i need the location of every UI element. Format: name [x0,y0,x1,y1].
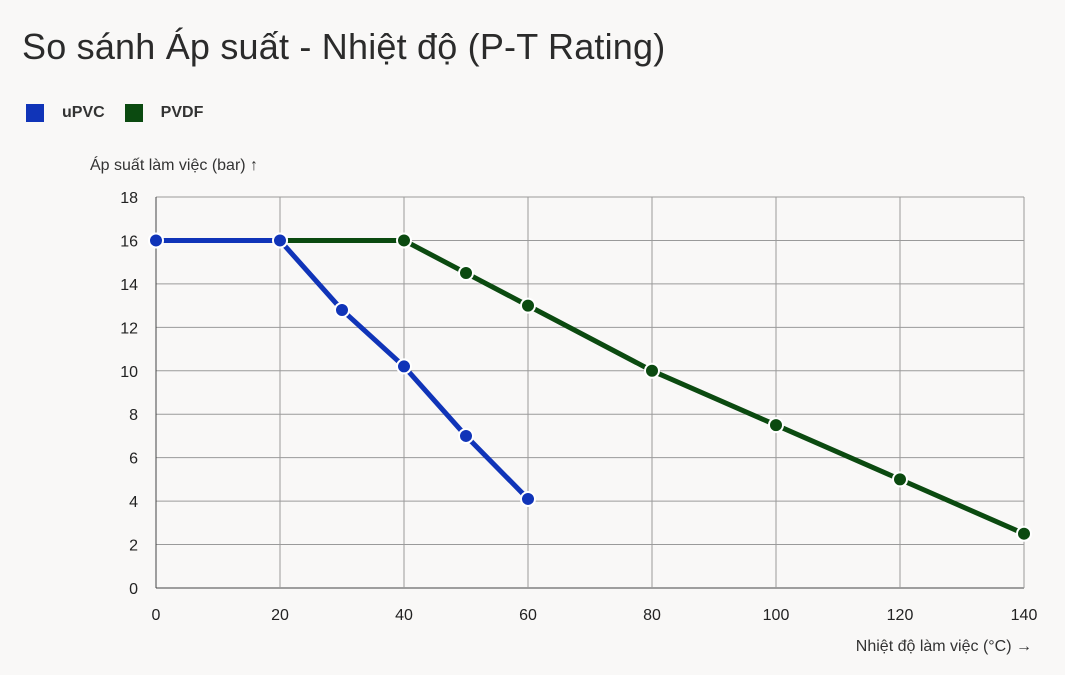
y-tick-label: 4 [129,494,138,511]
y-tick-label: 2 [129,538,138,555]
y-tick-label: 10 [120,364,138,381]
x-tick-label: 140 [1011,607,1038,624]
series-pvdf [148,232,1032,542]
data-point-pvdf[interactable] [1016,525,1032,542]
data-point-upvc[interactable] [520,490,536,507]
series-upvc [148,232,536,507]
x-tick-label: 120 [887,607,914,624]
x-tick-label: 0 [152,607,161,624]
chart-title: So sánh Áp suất - Nhiệt độ (P-T Rating) [22,26,666,67]
data-point-upvc[interactable] [458,427,474,444]
y-tick-label: 0 [129,581,138,598]
data-point-pvdf[interactable] [768,417,784,434]
legend-label-upvc: uPVC [62,104,105,121]
y-tick-label: 16 [120,233,138,250]
y-tick-label: 18 [120,190,138,207]
legend: uPVC PVDF [26,104,223,122]
series-layer [148,232,1032,542]
x-tick-label: 80 [643,607,661,624]
x-tick-label: 40 [395,607,413,624]
y-axis-label: Áp suất làm việc (bar) ↑ [90,155,258,174]
data-point-upvc[interactable] [396,358,412,375]
data-point-pvdf[interactable] [520,297,536,314]
series-line-pvdf [153,237,1027,537]
x-tick-label: 60 [519,607,537,624]
data-point-upvc[interactable] [272,232,288,249]
x-axis-label: Nhiệt độ làm việc (°C) → [856,638,1032,655]
data-point-upvc[interactable] [148,232,164,249]
y-tick-label: 12 [120,320,138,337]
data-point-pvdf[interactable] [892,471,908,488]
legend-swatch-upvc [26,104,44,122]
data-point-pvdf[interactable] [458,265,474,282]
data-point-pvdf[interactable] [644,362,660,379]
legend-label-pvdf: PVDF [160,104,204,121]
grid [155,196,1025,589]
legend-item-upvc[interactable]: uPVC [26,104,105,122]
y-tick-label: 14 [120,277,138,294]
data-point-upvc[interactable] [334,301,350,318]
data-point-pvdf[interactable] [396,232,412,249]
series-line-upvc [153,237,531,502]
x-tick-label: 100 [763,607,790,624]
legend-swatch-pvdf [124,104,143,122]
y-tick-label: 8 [129,407,138,424]
x-tick-label: 20 [271,607,289,624]
y-tick-label: 6 [129,451,138,468]
legend-item-pvdf[interactable]: PVDF [124,104,204,122]
axis-ticks: 0 2 4 6 8 10 12 14 16 18 0 20 40 60 80 100 120 140 [120,190,1037,624]
